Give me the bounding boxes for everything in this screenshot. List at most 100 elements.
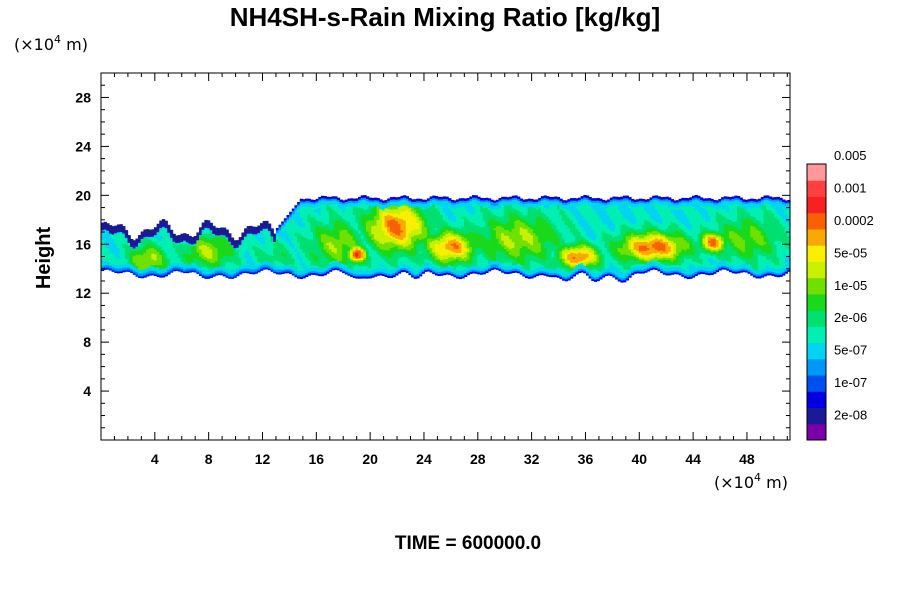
field-cell	[334, 210, 338, 214]
field-cell	[148, 230, 152, 233]
field-cell	[183, 250, 187, 253]
field-cell	[132, 247, 137, 250]
field-cell	[360, 199, 364, 203]
field-cell	[207, 233, 211, 236]
field-cell	[151, 272, 155, 275]
field-cell	[371, 267, 375, 270]
field-cell	[318, 261, 322, 265]
field-cell	[355, 258, 359, 261]
field-cell	[313, 268, 317, 272]
field-cell	[371, 227, 375, 231]
field-cell	[183, 251, 187, 254]
field-cell	[199, 262, 203, 264]
field-cell	[143, 261, 147, 264]
field-cell	[124, 270, 129, 272]
field-cell	[185, 240, 190, 243]
field-cell	[161, 234, 166, 238]
field-cell	[222, 242, 227, 244]
field-cell	[230, 254, 235, 257]
field-cell	[106, 255, 110, 258]
field-cell	[209, 248, 213, 251]
field-cell	[225, 275, 229, 278]
field-cell	[267, 263, 272, 266]
field-cell	[169, 229, 174, 232]
field-cell	[180, 233, 184, 236]
field-cell	[228, 254, 232, 257]
field-cell	[297, 201, 301, 205]
field-cell	[201, 251, 205, 254]
field-cell	[254, 240, 258, 243]
field-cell	[310, 229, 314, 232]
field-cell	[252, 264, 256, 267]
field-cell	[167, 240, 171, 243]
field-cell	[320, 271, 325, 275]
field-cell	[395, 205, 399, 208]
field-cell	[371, 219, 375, 223]
field-cell	[196, 233, 200, 236]
field-cell	[188, 235, 192, 238]
field-cell	[175, 248, 179, 251]
field-cell	[334, 218, 338, 221]
field-cell	[196, 240, 200, 243]
field-cell	[326, 240, 330, 244]
field-cell	[358, 217, 362, 220]
field-cell	[400, 231, 404, 235]
field-cell	[313, 240, 317, 244]
field-cell	[114, 262, 118, 265]
field-cell	[241, 254, 245, 257]
field-cell	[424, 249, 428, 253]
field-cell	[389, 223, 394, 226]
field-cell	[326, 198, 330, 202]
field-cell	[124, 241, 129, 244]
field-cell	[286, 230, 290, 233]
field-cell	[328, 263, 333, 267]
field-cell	[366, 214, 370, 218]
field-cell	[199, 251, 203, 254]
field-cell	[130, 259, 134, 262]
field-cell	[246, 266, 250, 269]
field-cell	[416, 234, 420, 237]
field-cell	[246, 230, 250, 233]
field-cell	[429, 237, 433, 241]
field-cell	[426, 223, 431, 227]
field-cell	[177, 262, 182, 265]
field-cell	[408, 198, 412, 201]
field-cell	[281, 230, 285, 233]
field-cell	[358, 237, 362, 241]
field-cell	[405, 249, 409, 253]
field-cell	[307, 267, 311, 270]
field-cell	[366, 271, 370, 275]
field-cell	[222, 261, 227, 264]
field-cell	[297, 249, 301, 253]
field-cell	[387, 202, 391, 205]
field-cell	[363, 226, 367, 229]
field-cell	[336, 203, 341, 206]
field-cell	[214, 245, 219, 248]
field-cell	[270, 266, 274, 269]
field-cell	[148, 242, 152, 244]
field-cell	[257, 238, 261, 241]
field-cell	[299, 240, 303, 244]
field-cell	[413, 203, 417, 206]
field-cell	[347, 257, 351, 261]
field-cell	[302, 265, 306, 269]
field-cell	[381, 271, 386, 275]
field-cell	[405, 245, 409, 249]
field-cell	[389, 197, 394, 200]
field-cell	[101, 266, 105, 269]
field-cell	[196, 234, 200, 237]
field-cell	[342, 238, 346, 241]
field-cell	[363, 234, 367, 238]
field-cell	[214, 240, 219, 243]
field-cell	[419, 246, 423, 250]
field-cell	[403, 199, 407, 202]
field-cell	[273, 234, 277, 237]
field-cell	[336, 239, 341, 242]
field-cell	[222, 228, 227, 231]
field-cell	[411, 257, 415, 260]
field-cell	[191, 236, 195, 239]
field-cell	[392, 252, 396, 256]
field-cell	[246, 263, 250, 266]
field-cell	[381, 252, 386, 256]
field-cell	[193, 258, 197, 260]
